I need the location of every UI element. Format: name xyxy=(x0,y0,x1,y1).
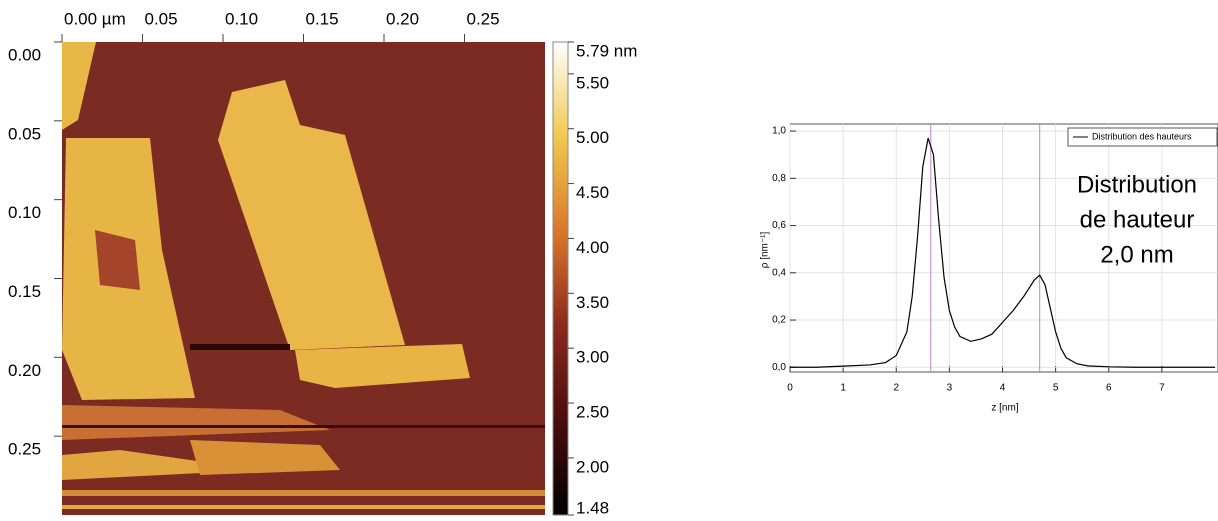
y-tick-label: 0.20 xyxy=(8,361,41,380)
y-tick-label: 0,2 xyxy=(772,315,786,326)
annotation: Distribution xyxy=(1077,171,1197,198)
x-axis-label: z [nm] xyxy=(991,403,1018,414)
x-tick-label: 0.20 xyxy=(386,9,419,28)
colorbar-tick-label: 2.50 xyxy=(576,403,609,422)
colorbar-tick-label: 1.48 xyxy=(576,498,609,517)
y-tick-label: 0,6 xyxy=(772,220,786,231)
distribution-panel: 0 1 2 3 4 5 6 7 0,0 0,2 0,4 0,6 0,8 1,0 z [nm] ρ [nm⁻¹]… xyxy=(760,123,1218,414)
colorbar-tick-label: 3.00 xyxy=(576,348,609,367)
x-tick-label: 0.05 xyxy=(145,9,178,28)
x-tick-label: 4 xyxy=(1000,383,1006,394)
x-tick-label: 0.25 xyxy=(467,9,500,28)
y-tick-label: 0,0 xyxy=(772,362,786,373)
colorbar-tick-label: 5.79 nm xyxy=(576,41,637,60)
plot-frame xyxy=(789,123,1218,373)
x-tick-label: 6 xyxy=(1106,383,1112,394)
annotation: 2,0 nm xyxy=(1100,241,1173,268)
colorbar-tick-label: 5.50 xyxy=(576,73,609,92)
y-axis-label: ρ [nm⁻¹] xyxy=(760,232,771,269)
y-tick-label: 1,0 xyxy=(772,126,786,137)
x-tick-label: 0.15 xyxy=(306,9,339,28)
y-tick-label: 0.00 xyxy=(8,45,41,64)
x-tick-label: 0 xyxy=(787,383,793,394)
x-tick-label: 5 xyxy=(1053,383,1059,394)
x-tick-label: 1 xyxy=(840,383,846,394)
colorbar-tick-label: 4.50 xyxy=(576,183,609,202)
legend-box xyxy=(1067,127,1218,147)
legend-label: Distribution des hauteurs xyxy=(1092,131,1192,141)
y-tick-label: 0,8 xyxy=(772,173,786,184)
colorbar-tick-label: 3.50 xyxy=(576,293,609,312)
x-tick-label: 7 xyxy=(1159,383,1165,394)
y-tick-label: 0.25 xyxy=(8,440,41,459)
y-tick-label: 0.10 xyxy=(8,203,41,222)
colorbar xyxy=(552,41,569,516)
data-line xyxy=(790,137,1215,368)
colorbar-tick-label: 4.00 xyxy=(576,238,609,257)
y-tick-label: 0.15 xyxy=(8,282,41,301)
y-tick-label: 0,4 xyxy=(772,267,786,278)
afm-image xyxy=(62,42,545,515)
colorbar-tick-label: 5.00 xyxy=(576,128,609,147)
colorbar-tick-label: 2.00 xyxy=(576,457,609,476)
x-tick-label: 0.00 µm xyxy=(64,9,126,28)
x-tick-label: 0.10 xyxy=(225,9,258,28)
y-tick-label: 0.05 xyxy=(8,124,41,143)
annotation: de hauteur xyxy=(1080,206,1195,233)
afm-panel: 0.00 µm 0.05 0.10 0.15 0.20 0.25 0.00 0.05 0.10 0… xyxy=(8,9,637,517)
x-tick-label: 3 xyxy=(947,383,953,394)
x-tick-label: 2 xyxy=(893,383,899,394)
